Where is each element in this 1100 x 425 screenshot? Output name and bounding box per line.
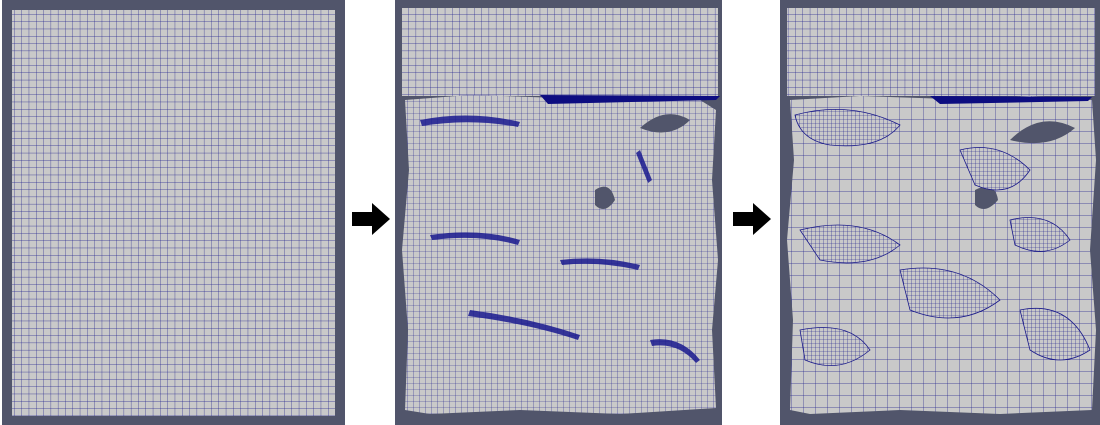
panel-initial-mesh	[2, 0, 345, 425]
panel-deformed-mesh	[780, 0, 1100, 425]
arrow	[733, 203, 771, 235]
figure	[0, 0, 1100, 425]
panel-refined-mesh	[395, 0, 722, 425]
arrow	[352, 203, 390, 235]
